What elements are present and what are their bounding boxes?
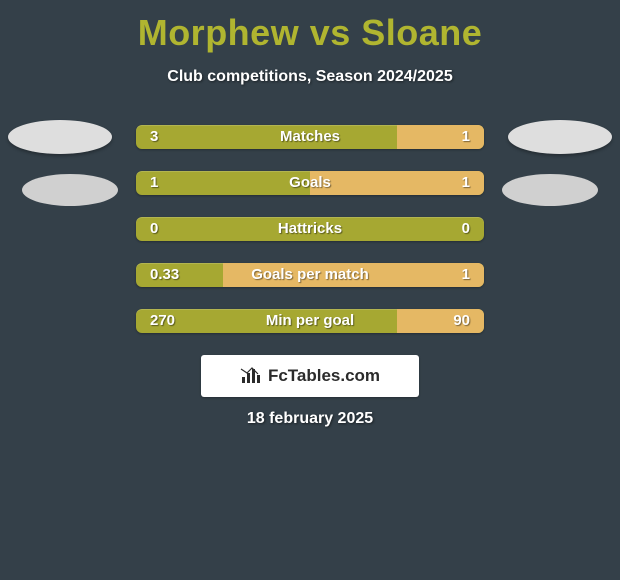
- row-label: Goals per match: [136, 263, 484, 287]
- comparison-row: 1Goals1: [136, 171, 484, 195]
- row-label: Matches: [136, 125, 484, 149]
- comparison-row: 270Min per goal90: [136, 309, 484, 333]
- value-right: 1: [462, 263, 470, 287]
- bar-chart-icon: [240, 367, 262, 385]
- date-text: 18 february 2025: [0, 410, 620, 428]
- player-avatar-left: [8, 120, 112, 154]
- page-subtitle: Club competitions, Season 2024/2025: [0, 68, 620, 86]
- team-logo-right: [502, 174, 598, 206]
- brand-text: FcTables.com: [268, 366, 380, 386]
- comparison-row: 0Hattricks0: [136, 217, 484, 241]
- row-label: Goals: [136, 171, 484, 195]
- team-logo-left: [22, 174, 118, 206]
- comparison-row: 0.33Goals per match1: [136, 263, 484, 287]
- value-right: 90: [453, 309, 470, 333]
- brand-link[interactable]: FcTables.com: [201, 355, 419, 397]
- row-label: Hattricks: [136, 217, 484, 241]
- comparison-rows: 3Matches11Goals10Hattricks00.33Goals per…: [136, 125, 484, 355]
- page-title: Morphew vs Sloane: [0, 0, 620, 54]
- value-right: 1: [462, 125, 470, 149]
- player-avatar-right: [508, 120, 612, 154]
- row-label: Min per goal: [136, 309, 484, 333]
- value-right: 1: [462, 171, 470, 195]
- comparison-row: 3Matches1: [136, 125, 484, 149]
- value-right: 0: [462, 217, 470, 241]
